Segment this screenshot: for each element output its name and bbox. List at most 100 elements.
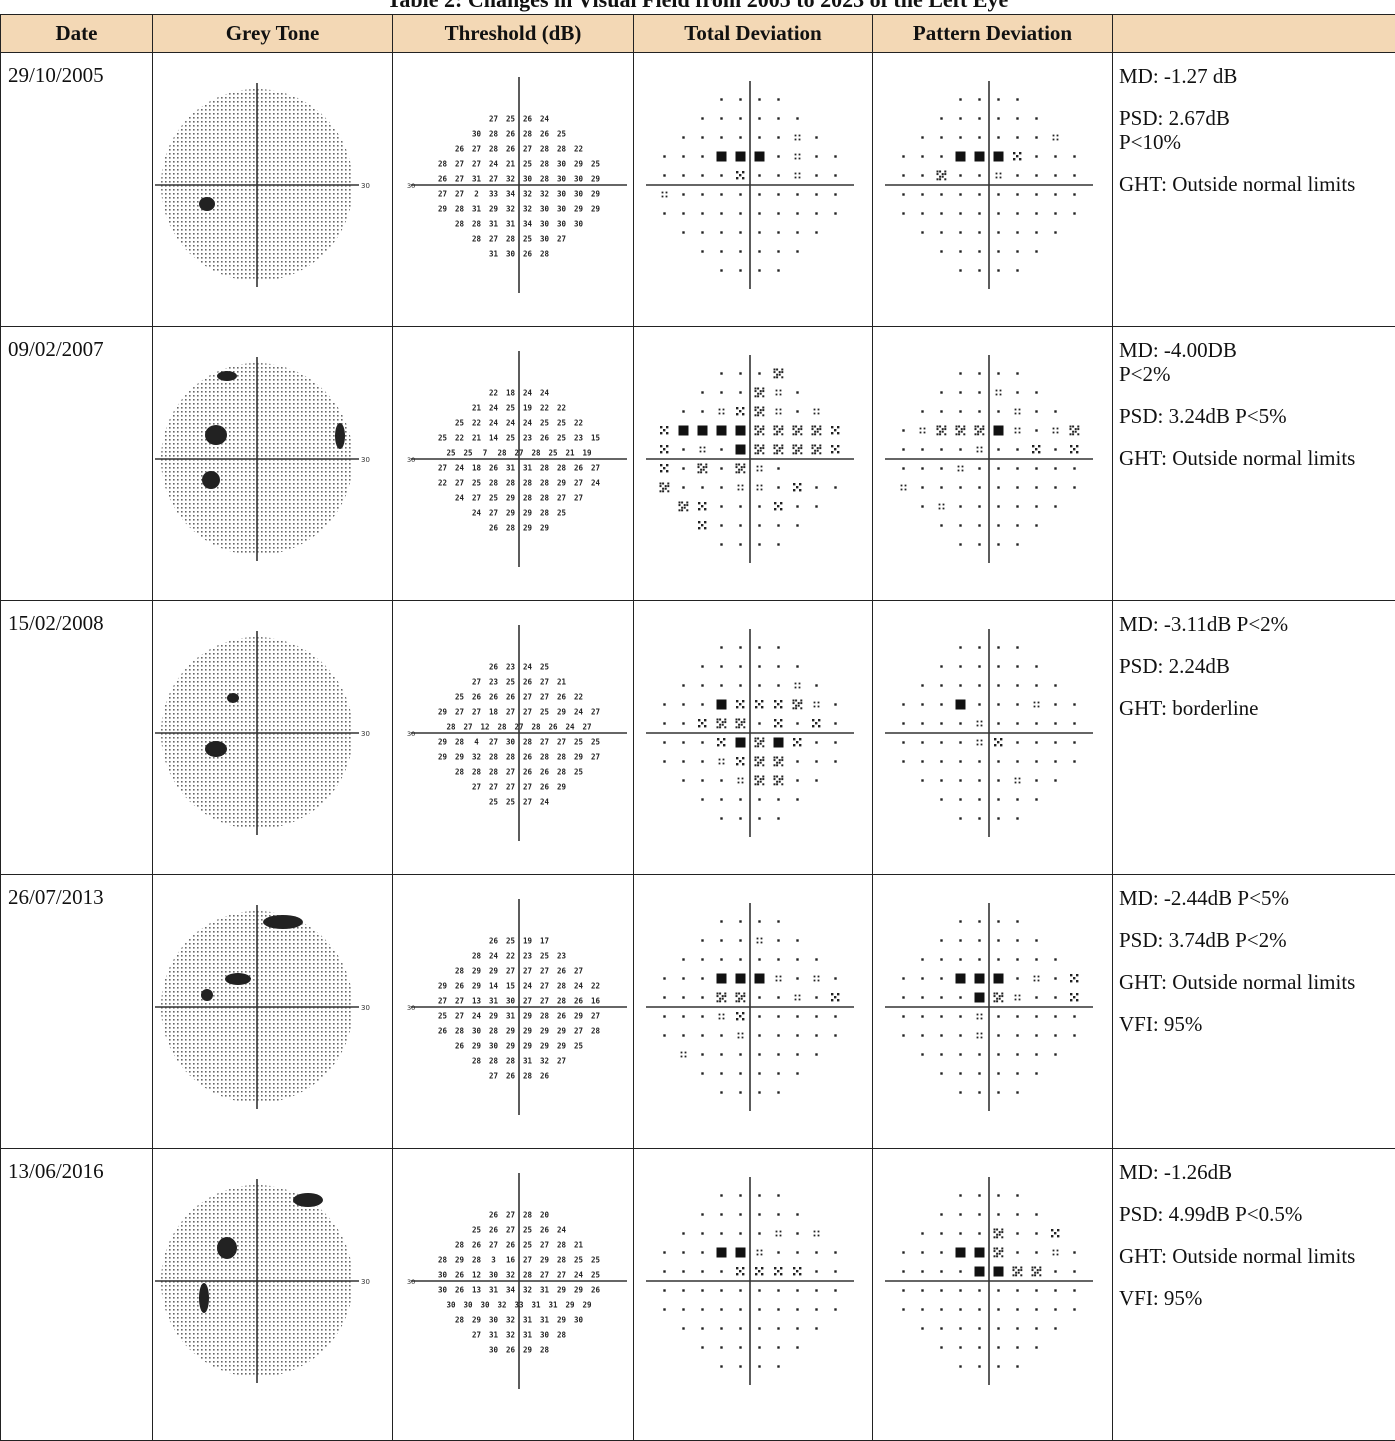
deviation-dot xyxy=(739,372,741,374)
threshold-value: 23 xyxy=(506,663,516,672)
deviation-dot xyxy=(815,193,817,195)
deviation-dot xyxy=(815,958,817,960)
deviation-hatched-symbol xyxy=(736,464,746,474)
deviation-dot xyxy=(978,212,980,214)
deviation-dot xyxy=(1016,1194,1018,1196)
summary-line: PSD: 3.74dB P<2% xyxy=(1119,928,1395,952)
deviation-solid-symbol xyxy=(736,738,746,748)
threshold-value: 30 xyxy=(557,190,567,199)
deviation-dot xyxy=(777,958,779,960)
deviation-dot xyxy=(758,665,760,667)
threshold-value: 31 xyxy=(531,1301,541,1310)
deviation-dot xyxy=(701,977,703,979)
deviation-dot xyxy=(978,1365,980,1367)
total-deviation-plot xyxy=(634,601,873,863)
threshold-value: 12 xyxy=(472,1271,481,1280)
deviation-dot xyxy=(997,798,999,800)
deviation-dot xyxy=(758,1091,760,1093)
deviation-hatched-symbol xyxy=(793,426,803,436)
deviation-dots-symbol xyxy=(939,504,945,510)
deviation-dot xyxy=(758,996,760,998)
deviation-dot xyxy=(978,1289,980,1291)
deviation-dot xyxy=(1073,741,1075,743)
deviation-dots-symbol xyxy=(757,1250,763,1256)
threshold-value: 29 xyxy=(489,967,499,976)
deviation-hatched-symbol xyxy=(956,426,966,436)
deviation-dot xyxy=(940,410,942,412)
deviation-solid-symbol xyxy=(736,426,746,436)
deviation-dot xyxy=(940,155,942,157)
threshold-value: 28 xyxy=(557,768,567,777)
deviation-dot xyxy=(701,136,703,138)
deviation-dot xyxy=(834,193,836,195)
deviation-dots-symbol xyxy=(681,1052,687,1058)
deviation-dot xyxy=(834,1015,836,1017)
threshold-value: 31 xyxy=(472,205,482,214)
threshold-value: 18 xyxy=(506,389,516,398)
deviation-dot xyxy=(758,372,760,374)
deviation-dot xyxy=(663,1015,665,1017)
threshold-value: 13 xyxy=(472,1286,482,1295)
threshold-value: 30 xyxy=(574,190,584,199)
deviation-dot xyxy=(902,741,904,743)
deviation-dot xyxy=(940,1034,942,1036)
deviation-dot xyxy=(978,372,980,374)
deviation-dot xyxy=(1016,193,1018,195)
threshold-value: 25 xyxy=(506,434,515,443)
deviation-dot xyxy=(720,136,722,138)
deviation-solid-symbol xyxy=(717,974,727,984)
deviation-dot xyxy=(959,1091,961,1093)
deviation-dot xyxy=(997,646,999,648)
threshold-value: 27 xyxy=(472,1331,481,1340)
deviation-dot xyxy=(815,1034,817,1036)
deviation-dot xyxy=(1054,1308,1056,1310)
threshold-value: 25 xyxy=(591,738,600,747)
deviation-dot xyxy=(701,779,703,781)
deviation-dot xyxy=(940,703,942,705)
deviation-dots-symbol xyxy=(1053,428,1059,434)
threshold-value: 29 xyxy=(540,1256,550,1265)
summary-line: GHT: Outside normal limits xyxy=(1119,1244,1395,1268)
deviation-dot xyxy=(796,939,798,941)
threshold-value: 27 xyxy=(489,235,498,244)
deviation-dot xyxy=(959,817,961,819)
threshold-value: 3 xyxy=(491,1256,496,1265)
deviation-dot xyxy=(720,391,722,393)
deviation-dot xyxy=(1035,1053,1037,1055)
threshold-value: 32 xyxy=(523,1286,532,1295)
deviation-dot xyxy=(720,231,722,233)
deviation-dot xyxy=(921,760,923,762)
deviation-dot xyxy=(777,136,779,138)
axis-degree-label: 30 xyxy=(361,730,370,738)
deviation-hatched-symbol xyxy=(755,776,765,786)
deviation-dot xyxy=(1016,250,1018,252)
deviation-dot xyxy=(720,1194,722,1196)
deviation-dots-symbol xyxy=(977,447,983,453)
deviation-dot xyxy=(720,524,722,526)
deviation-dot xyxy=(682,1289,684,1291)
date-cell: 26/07/2013 xyxy=(1,875,153,1149)
deviation-dot xyxy=(682,448,684,450)
deviation-dot xyxy=(739,391,741,393)
deviation-dot xyxy=(978,505,980,507)
deviation-dots-symbol xyxy=(814,976,820,982)
deviation-dot xyxy=(959,684,961,686)
threshold-value: 31 xyxy=(489,997,499,1006)
pattern-deviation-plot xyxy=(873,875,1112,1137)
threshold-value: 28 xyxy=(523,738,533,747)
threshold-value: 26 xyxy=(506,1072,516,1081)
threshold-value: 27 xyxy=(574,1027,583,1036)
deviation-dot xyxy=(682,231,684,233)
deviation-dots-symbol xyxy=(920,428,926,434)
deviation-dot xyxy=(1073,722,1075,724)
threshold-value: 32 xyxy=(523,205,532,214)
threshold-value: 25 xyxy=(574,1042,583,1051)
deviation-dot xyxy=(940,958,942,960)
